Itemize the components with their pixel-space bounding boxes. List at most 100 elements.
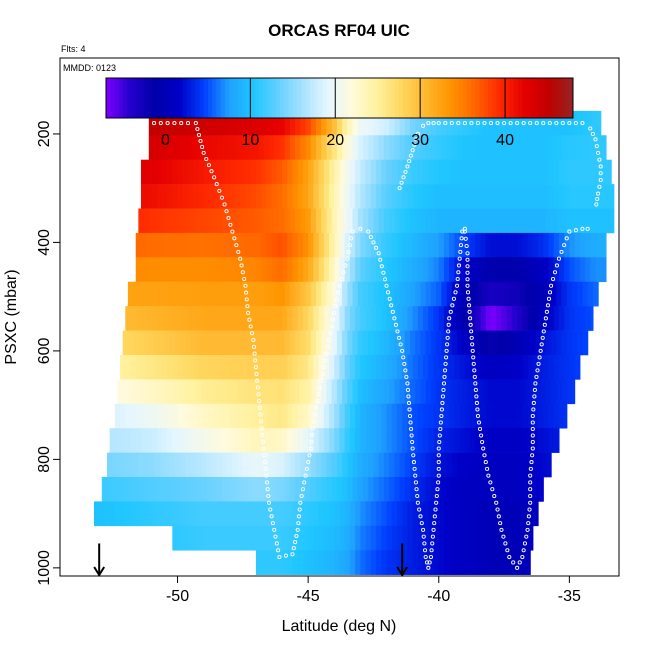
field-cell bbox=[339, 354, 346, 380]
track-point bbox=[462, 226, 467, 231]
field-cell bbox=[454, 257, 461, 283]
field-cell bbox=[263, 135, 270, 160]
field-cell bbox=[221, 330, 228, 356]
field-cell bbox=[180, 330, 186, 356]
colorbar-segment bbox=[318, 78, 324, 118]
field-cell bbox=[566, 281, 573, 307]
field-cell bbox=[464, 354, 471, 380]
track-point bbox=[411, 460, 417, 465]
field-cell bbox=[310, 135, 317, 160]
field-cell bbox=[235, 159, 241, 185]
field-cell bbox=[443, 184, 450, 209]
field-cell bbox=[297, 525, 304, 551]
field-cell bbox=[349, 306, 356, 331]
field-cell bbox=[93, 501, 100, 527]
field-cell bbox=[284, 281, 291, 307]
field-cell bbox=[370, 257, 377, 283]
track-point bbox=[404, 374, 409, 379]
field-cell bbox=[336, 110, 343, 136]
field-cell bbox=[365, 403, 372, 429]
field-cell bbox=[248, 330, 254, 356]
field-cell bbox=[467, 110, 474, 136]
field-cell bbox=[120, 403, 126, 429]
track-point bbox=[488, 480, 493, 485]
colorbar-segment bbox=[335, 78, 340, 118]
field-cell bbox=[287, 550, 294, 575]
colorbar-segment bbox=[475, 78, 481, 118]
field-cell bbox=[321, 477, 328, 502]
track-point bbox=[311, 419, 316, 424]
field-cell bbox=[167, 354, 173, 380]
field-cell bbox=[188, 403, 194, 429]
track-point bbox=[473, 381, 478, 386]
field-cell bbox=[308, 159, 314, 185]
field-cell bbox=[587, 208, 594, 234]
track-point bbox=[475, 413, 480, 419]
field-cell bbox=[504, 135, 510, 160]
field-cell bbox=[396, 403, 403, 429]
colorbar-tick-label: 40 bbox=[496, 132, 514, 149]
track-point bbox=[460, 229, 465, 234]
colorbar: 0 10 20 30 40 bbox=[105, 77, 574, 149]
field-cell bbox=[154, 281, 160, 307]
field-cell bbox=[592, 110, 599, 136]
track-point bbox=[387, 296, 392, 301]
field-cell bbox=[376, 525, 382, 551]
field-cell bbox=[164, 477, 171, 502]
field-cell bbox=[289, 281, 296, 307]
field-cell bbox=[412, 257, 419, 283]
track-point bbox=[426, 565, 431, 570]
field-cell bbox=[195, 452, 202, 478]
field-cell bbox=[561, 330, 568, 356]
field-cell bbox=[279, 135, 286, 160]
track-point bbox=[470, 342, 475, 347]
track-point bbox=[536, 361, 541, 366]
field-cell bbox=[459, 257, 466, 283]
track-point bbox=[217, 188, 222, 193]
field-cell bbox=[148, 110, 155, 136]
colorbar-segment bbox=[190, 78, 196, 118]
field-cell bbox=[378, 208, 385, 234]
track-point bbox=[265, 487, 270, 492]
field-cell bbox=[300, 208, 307, 234]
colorbar-segment bbox=[369, 78, 374, 118]
field-cell bbox=[331, 452, 338, 478]
track-point bbox=[531, 400, 536, 406]
field-cell bbox=[242, 379, 249, 405]
field-cell bbox=[381, 403, 388, 429]
field-cell bbox=[127, 379, 134, 405]
colorbar-segment bbox=[114, 78, 120, 118]
field-cell bbox=[370, 525, 377, 551]
field-cell bbox=[574, 354, 581, 380]
field-cell bbox=[315, 135, 322, 160]
field-cell bbox=[174, 330, 181, 356]
field-cell bbox=[282, 501, 288, 527]
field-cell bbox=[169, 135, 176, 160]
field-cell bbox=[336, 330, 343, 356]
field-cell bbox=[391, 428, 398, 453]
field-cell bbox=[203, 232, 210, 258]
field-cell bbox=[164, 135, 171, 160]
colorbar-segment bbox=[258, 78, 264, 118]
field-cell bbox=[527, 403, 534, 429]
field-cell bbox=[229, 184, 236, 209]
field-cell bbox=[532, 428, 539, 453]
field-cell bbox=[342, 330, 348, 356]
field-cell bbox=[457, 208, 463, 234]
field-cell bbox=[457, 281, 463, 307]
field-cell bbox=[540, 135, 547, 160]
field-cell bbox=[224, 403, 231, 429]
field-cell bbox=[441, 452, 448, 478]
field-cell bbox=[250, 184, 257, 209]
field-cell bbox=[297, 354, 304, 380]
colorbar-segment bbox=[564, 78, 570, 118]
field-cell bbox=[143, 281, 150, 307]
colorbar-tick-label: 10 bbox=[241, 132, 259, 149]
field-cell bbox=[459, 525, 466, 551]
field-cell bbox=[381, 232, 388, 258]
field-cell bbox=[389, 330, 395, 356]
field-cell bbox=[154, 379, 160, 405]
field-cell bbox=[412, 306, 419, 331]
field-cell bbox=[344, 306, 351, 331]
field-cell bbox=[148, 208, 155, 234]
